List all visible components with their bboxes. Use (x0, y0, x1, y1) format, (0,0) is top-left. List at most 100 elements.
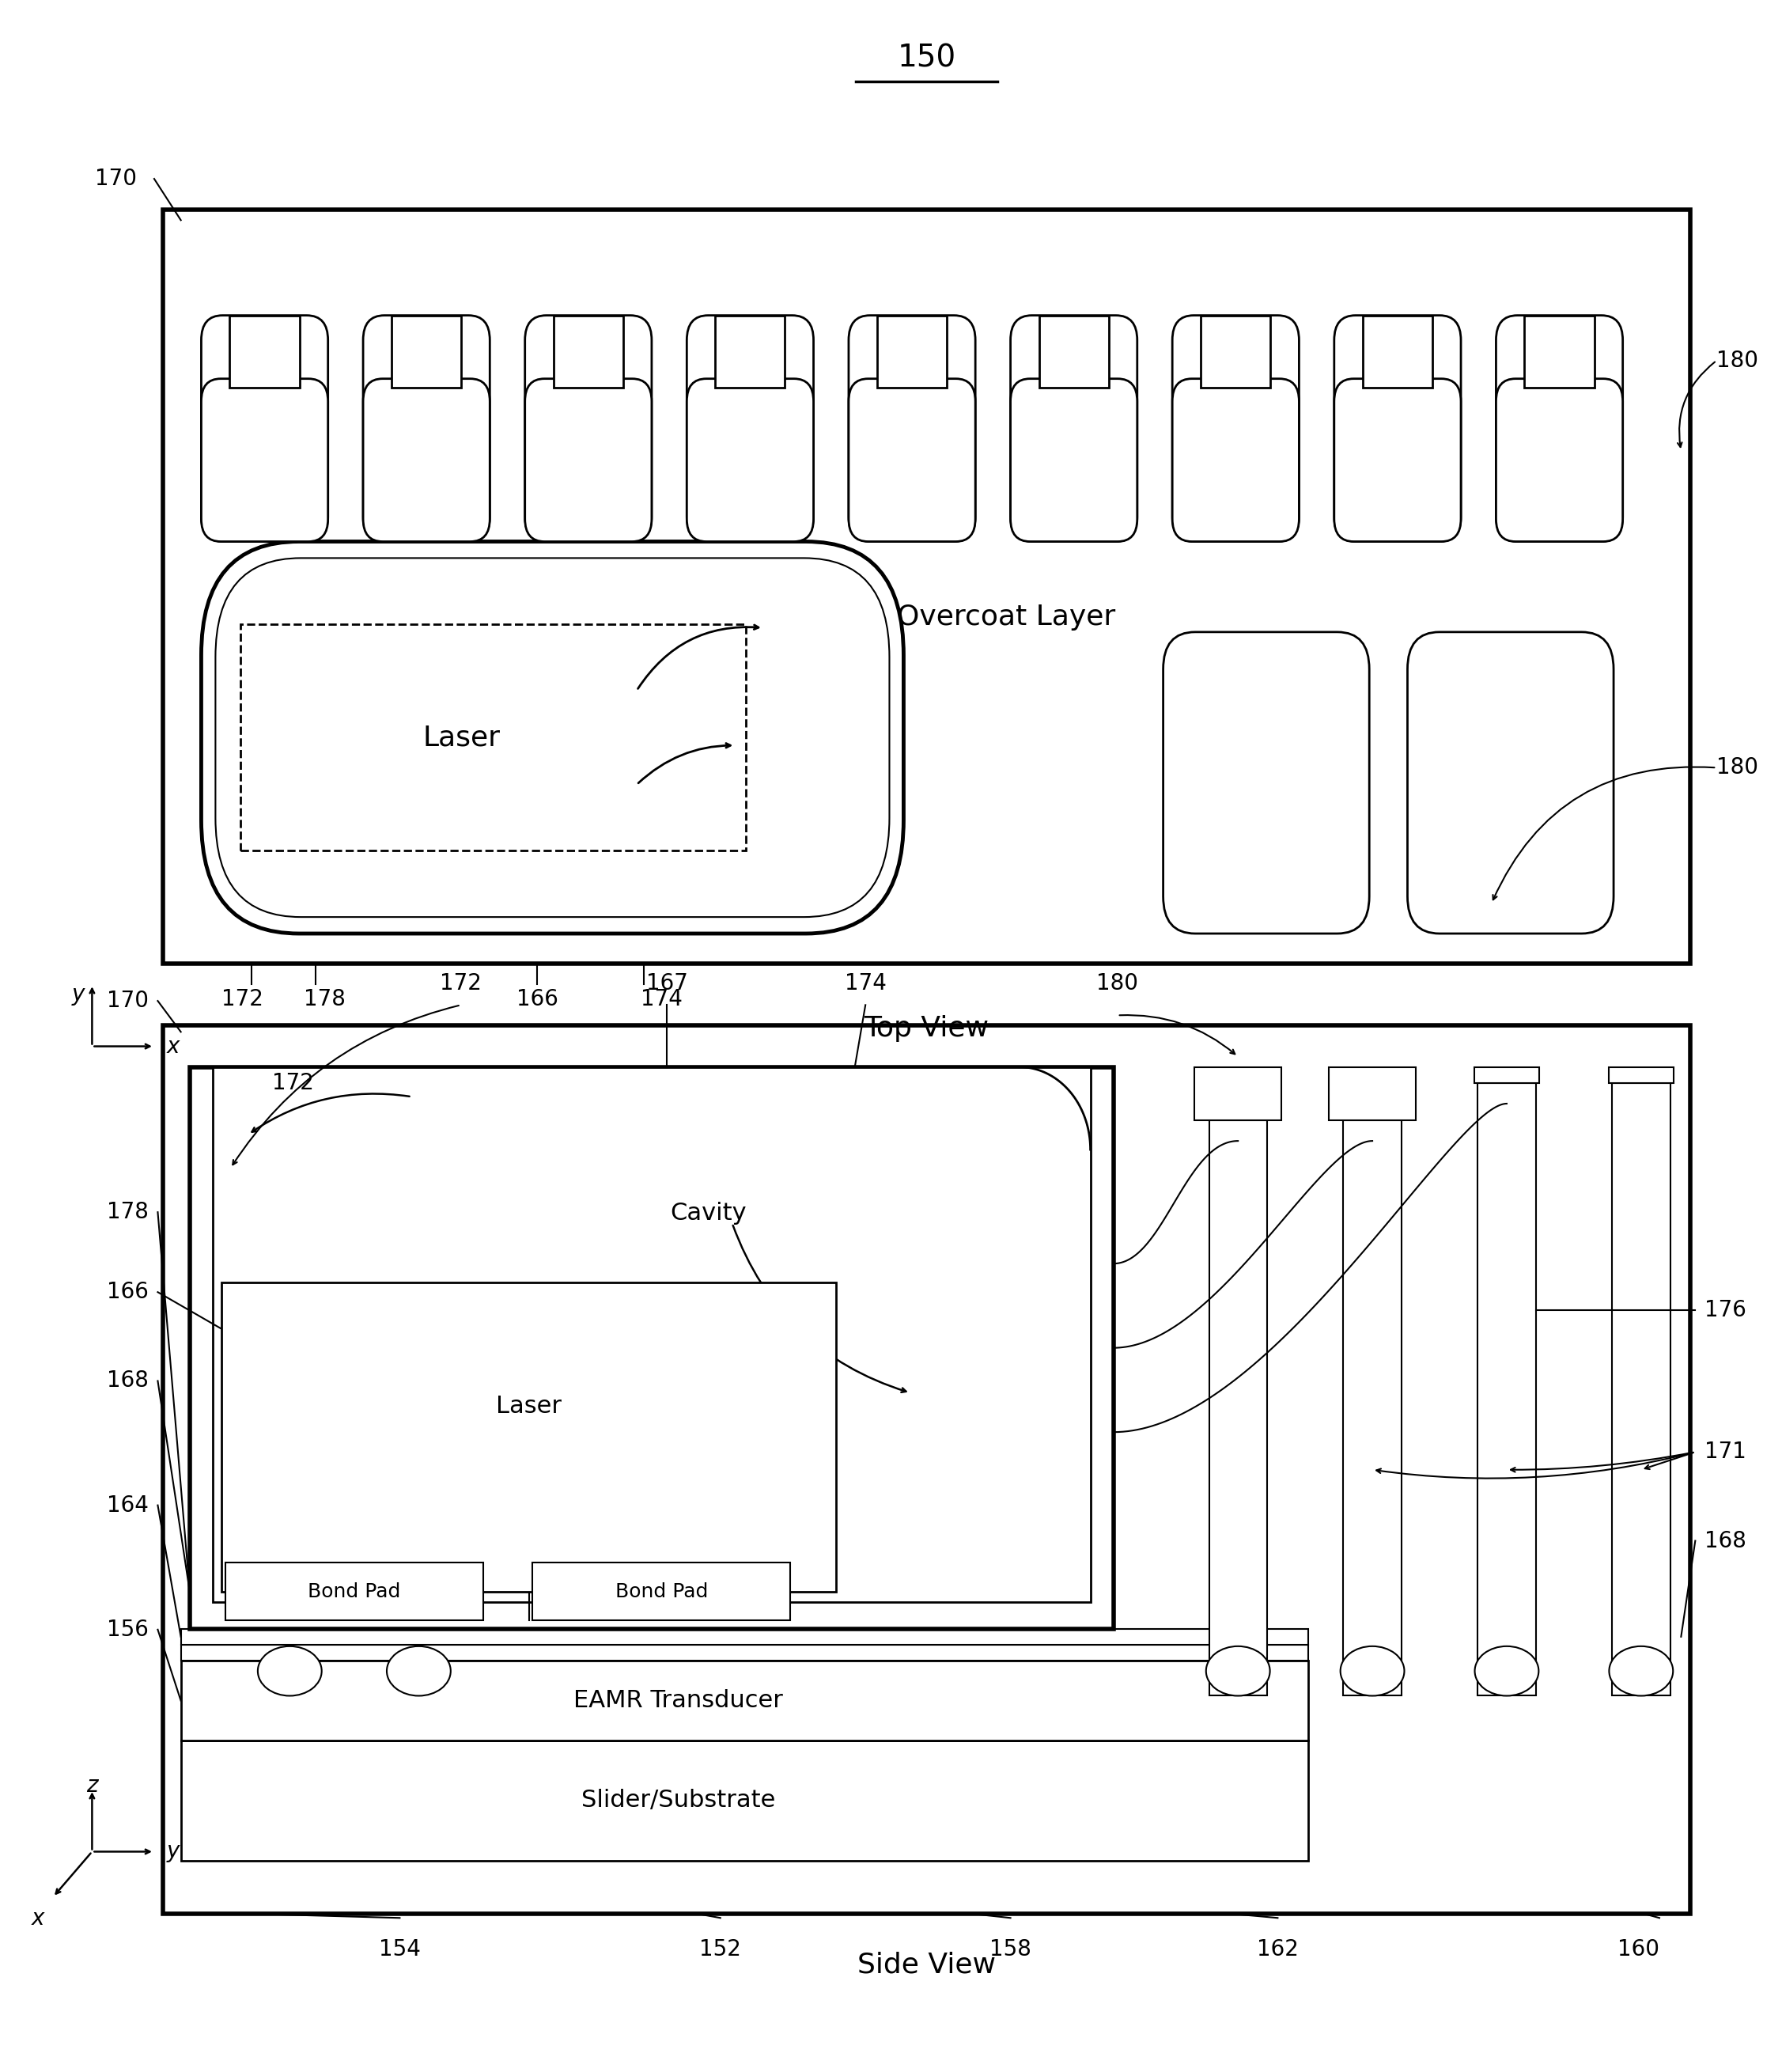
Bar (877, 315, 946, 383)
Bar (221, 1283, 836, 1591)
Bar (1344, 1121, 1401, 1695)
Bar (180, 1660, 1308, 1740)
Text: Cavity: Cavity (670, 1202, 747, 1225)
Ellipse shape (387, 1647, 451, 1695)
FancyBboxPatch shape (848, 379, 975, 541)
FancyBboxPatch shape (686, 315, 814, 541)
Bar (212, 1067, 1091, 1602)
Text: 150: 150 (896, 44, 955, 73)
FancyBboxPatch shape (201, 541, 903, 934)
Text: 180: 180 (1716, 350, 1759, 371)
Text: 166: 166 (107, 1280, 150, 1303)
FancyBboxPatch shape (364, 379, 490, 541)
Text: 172: 172 (440, 972, 481, 995)
Bar (392, 315, 462, 383)
Bar (1363, 315, 1433, 387)
Bar (230, 315, 299, 383)
Bar (1201, 315, 1271, 383)
Text: 176: 176 (1704, 1299, 1746, 1322)
FancyBboxPatch shape (686, 379, 814, 541)
Bar (1039, 315, 1108, 387)
Text: 166: 166 (517, 988, 558, 1011)
FancyBboxPatch shape (1173, 315, 1299, 541)
Bar (230, 315, 299, 387)
FancyBboxPatch shape (364, 315, 490, 541)
Bar (180, 1740, 1308, 1861)
Bar (164, 1026, 1689, 1915)
FancyBboxPatch shape (526, 315, 652, 541)
Text: 162: 162 (1256, 1939, 1299, 1960)
Text: 170: 170 (94, 168, 137, 191)
FancyBboxPatch shape (1497, 379, 1623, 541)
Ellipse shape (258, 1647, 323, 1695)
Text: x: x (168, 1036, 180, 1057)
Text: Bond Pad: Bond Pad (308, 1583, 401, 1602)
Text: 174: 174 (642, 988, 683, 1011)
Text: 172: 172 (221, 988, 264, 1011)
FancyBboxPatch shape (1335, 379, 1461, 541)
Text: 174: 174 (845, 972, 886, 995)
Text: y: y (168, 1840, 180, 1863)
Text: 156: 156 (107, 1618, 150, 1641)
Ellipse shape (1609, 1647, 1673, 1695)
Bar (1329, 1067, 1417, 1121)
Text: 168: 168 (1704, 1529, 1746, 1552)
Bar (1194, 1067, 1281, 1121)
FancyBboxPatch shape (1408, 632, 1613, 934)
Text: 164: 164 (107, 1494, 150, 1517)
Bar (225, 1562, 483, 1620)
Bar (877, 315, 946, 387)
Bar (241, 624, 747, 852)
Ellipse shape (1206, 1647, 1271, 1695)
FancyBboxPatch shape (1497, 315, 1623, 541)
Text: 158: 158 (989, 1939, 1032, 1960)
Text: 160: 160 (1618, 1939, 1659, 1960)
Text: 178: 178 (303, 988, 346, 1011)
Bar (554, 315, 624, 387)
Bar (1525, 315, 1595, 387)
Text: x: x (30, 1908, 45, 1929)
Text: 178: 178 (107, 1202, 150, 1222)
Bar (554, 315, 624, 383)
Text: 168: 168 (107, 1370, 150, 1392)
FancyBboxPatch shape (201, 315, 328, 541)
Bar (1613, 1084, 1670, 1695)
Text: 154: 154 (380, 1939, 421, 1960)
FancyBboxPatch shape (848, 315, 975, 541)
Text: Laser: Laser (495, 1394, 561, 1417)
FancyBboxPatch shape (1164, 632, 1369, 934)
Text: EAMR Transducer: EAMR Transducer (574, 1689, 782, 1711)
Bar (189, 1067, 1114, 1629)
Text: Top View: Top View (864, 1015, 989, 1042)
Text: Overcoat Layer: Overcoat Layer (896, 603, 1116, 630)
Bar (715, 315, 786, 387)
Bar (1474, 1067, 1540, 1084)
Text: 170: 170 (107, 990, 150, 1011)
Text: 180: 180 (1716, 756, 1759, 779)
Text: 167: 167 (647, 972, 688, 995)
Text: 172: 172 (273, 1073, 314, 1094)
FancyBboxPatch shape (1010, 379, 1137, 541)
FancyBboxPatch shape (201, 379, 328, 541)
Text: 180: 180 (1096, 972, 1139, 995)
Bar (715, 315, 786, 383)
Text: 152: 152 (700, 1939, 741, 1960)
Bar (1208, 1121, 1267, 1695)
Bar (1477, 1084, 1536, 1695)
FancyBboxPatch shape (1335, 315, 1461, 541)
Bar (1525, 315, 1595, 383)
Ellipse shape (1340, 1647, 1404, 1695)
Text: Bond Pad: Bond Pad (615, 1583, 707, 1602)
FancyBboxPatch shape (1010, 315, 1137, 541)
Bar (1039, 315, 1108, 383)
FancyBboxPatch shape (526, 379, 652, 541)
Bar (1363, 315, 1433, 383)
Bar (1201, 315, 1271, 387)
Text: 171: 171 (1704, 1440, 1746, 1463)
Bar (180, 1629, 1308, 1645)
Text: Slider/Substrate: Slider/Substrate (581, 1788, 775, 1813)
Bar (164, 209, 1689, 963)
Text: Side View: Side View (857, 1952, 996, 1979)
Bar (1609, 1067, 1673, 1084)
Text: z: z (86, 1774, 98, 1796)
